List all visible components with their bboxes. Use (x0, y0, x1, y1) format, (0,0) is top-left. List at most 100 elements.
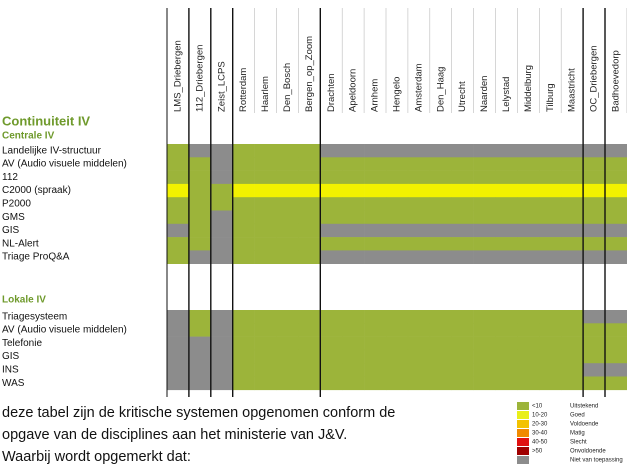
paragraph-line: Waarbij wordt opgemerkt dat: (2, 449, 191, 465)
cell (298, 170, 321, 185)
cell (298, 183, 321, 198)
cell (342, 144, 365, 158)
cell (539, 197, 562, 211)
cell (407, 310, 431, 324)
cell (407, 183, 431, 198)
cell (451, 197, 474, 211)
cell (473, 237, 496, 251)
cell (561, 363, 584, 377)
row-label: AV (Audio visuele middelen) (2, 159, 127, 170)
cell (561, 310, 584, 324)
cell (517, 157, 540, 171)
cell (561, 237, 584, 251)
row-label: Telefonie (2, 338, 42, 349)
cell (517, 250, 540, 264)
cell (451, 183, 474, 198)
cell (364, 210, 387, 225)
cell (539, 223, 562, 238)
cell (320, 310, 343, 324)
cell (254, 310, 277, 324)
cell (386, 336, 409, 351)
cell (473, 363, 496, 377)
row-label: GMS (2, 212, 25, 223)
cell (232, 310, 255, 324)
cell (232, 210, 255, 225)
cell (364, 250, 387, 264)
cell (517, 363, 540, 377)
section-heading: Continuiteit IV (2, 113, 90, 128)
cell (386, 144, 409, 158)
cell (539, 157, 562, 171)
cell (539, 323, 562, 337)
cell (276, 237, 299, 251)
cell (276, 323, 299, 337)
cell (561, 349, 584, 364)
cell (188, 363, 212, 377)
column-header: LMS_Driebergen (172, 40, 183, 112)
column-header: Maastricht (567, 68, 578, 112)
cell (232, 223, 255, 238)
cell (451, 323, 474, 337)
cell (342, 336, 365, 351)
column-header: Badhoevedorp (610, 50, 621, 112)
legend-swatch (517, 402, 529, 410)
cell (429, 363, 452, 377)
cell (517, 310, 540, 324)
cell (167, 170, 190, 185)
cell (210, 237, 233, 251)
row-label: Triage ProQ&A (2, 252, 70, 263)
cell (495, 250, 518, 264)
cell (583, 310, 606, 324)
cell (605, 183, 627, 198)
cell (451, 349, 474, 364)
cell (429, 157, 452, 171)
cell (605, 323, 627, 337)
cell (188, 170, 212, 185)
cell (364, 197, 387, 211)
cell (451, 223, 474, 238)
cell (167, 349, 190, 364)
cell (320, 250, 343, 264)
cell (232, 250, 255, 264)
cell (320, 336, 343, 351)
column-header: Lelystad (501, 77, 512, 112)
section-subheading: Lokale IV (2, 295, 46, 306)
cell (517, 349, 540, 364)
cell (298, 210, 321, 225)
cell (407, 237, 431, 251)
column-header: Haarlem (260, 76, 271, 112)
cell (188, 310, 212, 324)
cell (364, 323, 387, 337)
cell (386, 376, 409, 391)
column-header: Middelburg (523, 65, 534, 112)
cell (210, 210, 233, 225)
cell (167, 237, 190, 251)
cell (429, 250, 452, 264)
legend-label: Onvoldoende (570, 449, 606, 455)
cell (451, 144, 474, 158)
legend-range: >50 (532, 449, 543, 455)
cell (473, 376, 496, 391)
cell (451, 376, 474, 391)
cell (495, 349, 518, 364)
cell (473, 250, 496, 264)
row-label: GIS (2, 351, 20, 362)
cell (167, 323, 190, 337)
cell (210, 197, 233, 211)
cell (451, 157, 474, 171)
cell (561, 183, 584, 198)
cell (429, 223, 452, 238)
cell (342, 210, 365, 225)
cell (167, 223, 190, 238)
row-label: NL-Alert (2, 238, 39, 249)
cell (473, 349, 496, 364)
cell (254, 349, 277, 364)
cell (254, 376, 277, 391)
cell (473, 170, 496, 185)
cell (342, 157, 365, 171)
cell (167, 183, 190, 198)
cell (605, 144, 627, 158)
cell (429, 376, 452, 391)
cell (605, 210, 627, 225)
